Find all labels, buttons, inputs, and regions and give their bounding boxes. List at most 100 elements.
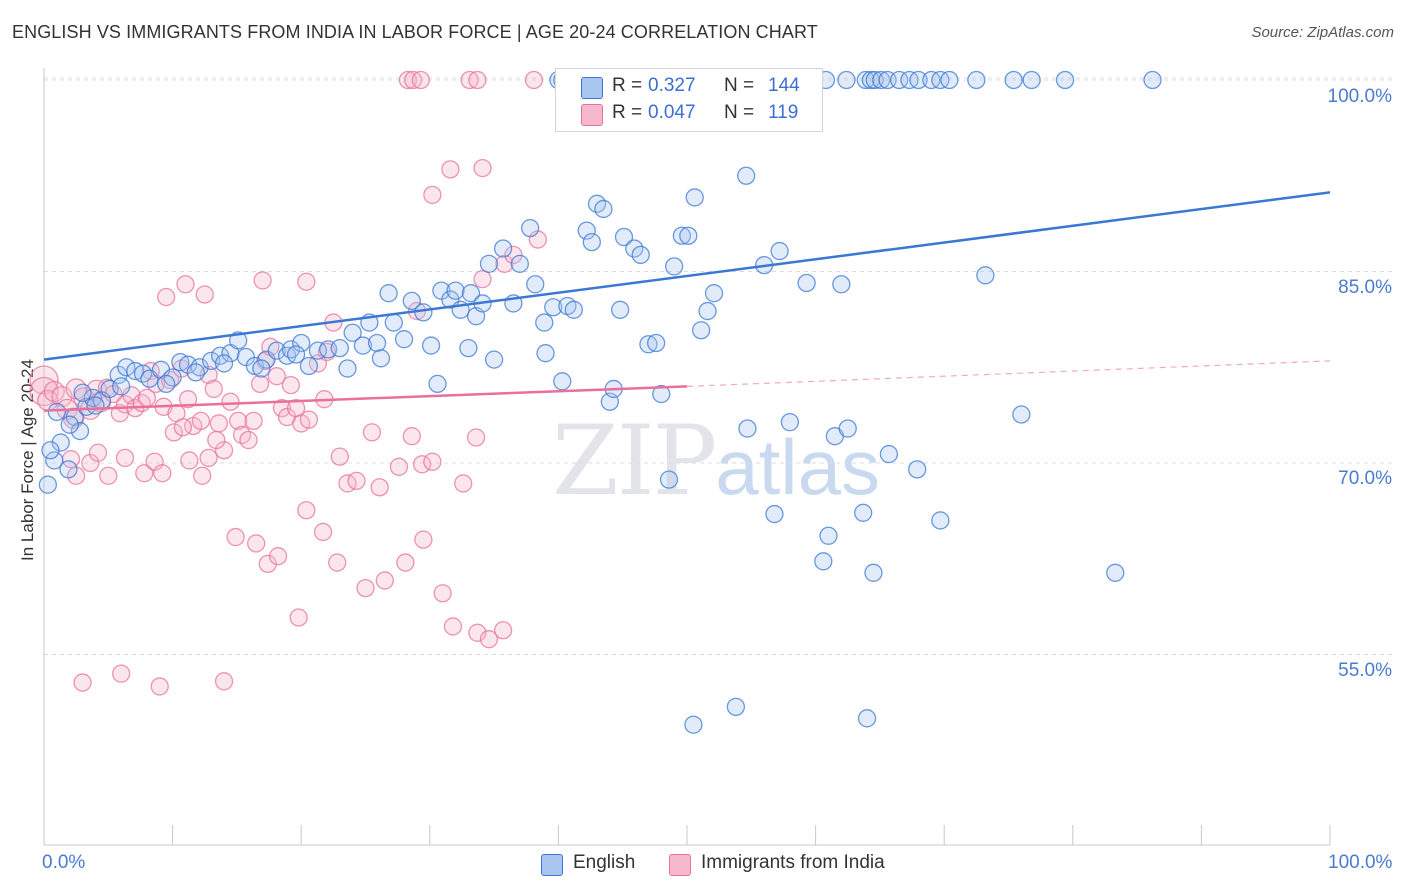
india-point xyxy=(226,527,245,547)
english-point xyxy=(780,412,800,432)
english-point xyxy=(100,379,119,399)
english-point xyxy=(890,70,909,90)
english-point xyxy=(909,70,928,90)
india-point xyxy=(524,70,544,90)
legend-n-value: 144 xyxy=(768,75,800,96)
english-point xyxy=(577,221,596,240)
legend-n-label: N = xyxy=(724,102,755,123)
legend-row-english: R = 0.327 N = 144 xyxy=(556,73,822,101)
india-point xyxy=(247,534,266,553)
english-point xyxy=(639,335,658,354)
india-point xyxy=(289,608,308,627)
english-point xyxy=(814,552,833,571)
india-point xyxy=(199,448,218,468)
english-point xyxy=(353,336,373,355)
india-point xyxy=(272,398,292,418)
india-point xyxy=(209,414,229,433)
english-point xyxy=(865,70,884,90)
english-point xyxy=(698,301,717,321)
english-point xyxy=(819,526,838,545)
watermark-zip: ZIP xyxy=(552,405,717,517)
india-point xyxy=(389,457,409,476)
india-swatch xyxy=(581,104,603,126)
english-point xyxy=(59,460,78,479)
english-point xyxy=(691,321,711,340)
english-point xyxy=(1143,70,1162,90)
y-tick-label-55: 55.0% xyxy=(1338,660,1392,681)
india-point xyxy=(411,70,430,90)
legend-row-india: R = 0.047 N = 119 xyxy=(556,100,822,128)
english-point xyxy=(286,345,306,364)
english-point xyxy=(536,344,555,363)
correlation-legend: R = 0.327 N = 144 R = 0.047 N = 119 xyxy=(555,68,823,132)
india-point xyxy=(297,272,316,291)
english-point xyxy=(402,291,421,311)
india-point xyxy=(441,160,460,179)
english-point xyxy=(371,349,391,368)
english-point xyxy=(659,470,679,489)
english-point xyxy=(86,396,105,415)
english-point xyxy=(738,419,757,438)
india-point xyxy=(433,584,452,603)
english-point xyxy=(484,350,504,369)
english-point xyxy=(461,284,481,303)
english-point xyxy=(679,226,698,245)
english-point xyxy=(45,451,64,470)
english-point xyxy=(726,697,746,716)
india-point xyxy=(204,379,223,399)
india-point xyxy=(150,677,169,696)
india-point xyxy=(191,411,211,431)
india-point xyxy=(250,374,270,393)
english-point xyxy=(684,715,703,734)
india-legend-swatch xyxy=(669,854,691,876)
english-point xyxy=(770,241,789,261)
legend-r-label: R = xyxy=(612,102,643,123)
english-point xyxy=(252,359,271,378)
english-point xyxy=(510,254,529,273)
india-point xyxy=(180,451,199,470)
english-point xyxy=(1055,70,1075,90)
english-point xyxy=(117,358,136,377)
english-point xyxy=(931,511,950,530)
english-point xyxy=(73,383,92,402)
english-point xyxy=(582,232,601,252)
india-point xyxy=(466,428,486,447)
source-credit: Source: ZipAtlas.com xyxy=(1251,24,1394,41)
india-point xyxy=(239,430,258,450)
english-point xyxy=(837,70,856,90)
india-point xyxy=(281,375,301,395)
india-point xyxy=(504,245,523,265)
english-point xyxy=(281,340,301,359)
english-legend-label: English xyxy=(573,852,636,873)
y-tick-label-70: 70.0% xyxy=(1338,468,1392,489)
legend-n-value: 119 xyxy=(768,102,799,123)
india-point xyxy=(423,185,442,205)
english-legend-swatch xyxy=(541,854,563,876)
english-point xyxy=(178,355,198,374)
english-point xyxy=(70,421,90,441)
english-point xyxy=(594,199,613,219)
india-point xyxy=(267,367,286,386)
english-point xyxy=(940,70,959,90)
india-point xyxy=(214,672,234,691)
india-point xyxy=(330,447,349,466)
legend-r-value: 0.047 xyxy=(648,102,696,123)
india-point xyxy=(258,554,277,574)
india-point xyxy=(253,271,272,290)
india-point xyxy=(73,673,92,692)
english-trend-line xyxy=(43,191,1331,361)
india-point xyxy=(297,501,316,520)
chart-title: ENGLISH VS IMMIGRANTS FROM INDIA IN LABO… xyxy=(12,22,818,42)
english-point xyxy=(652,384,671,404)
english-point xyxy=(330,338,349,358)
india-point xyxy=(229,411,248,431)
english-point xyxy=(60,415,79,434)
india-point xyxy=(375,571,394,590)
english-point xyxy=(379,284,398,303)
english-point xyxy=(838,419,857,438)
india-point xyxy=(356,578,375,598)
english-point xyxy=(672,226,692,245)
y-tick-label-100: 100.0% xyxy=(1327,86,1392,107)
english-point xyxy=(343,323,362,342)
india-point xyxy=(221,392,240,411)
